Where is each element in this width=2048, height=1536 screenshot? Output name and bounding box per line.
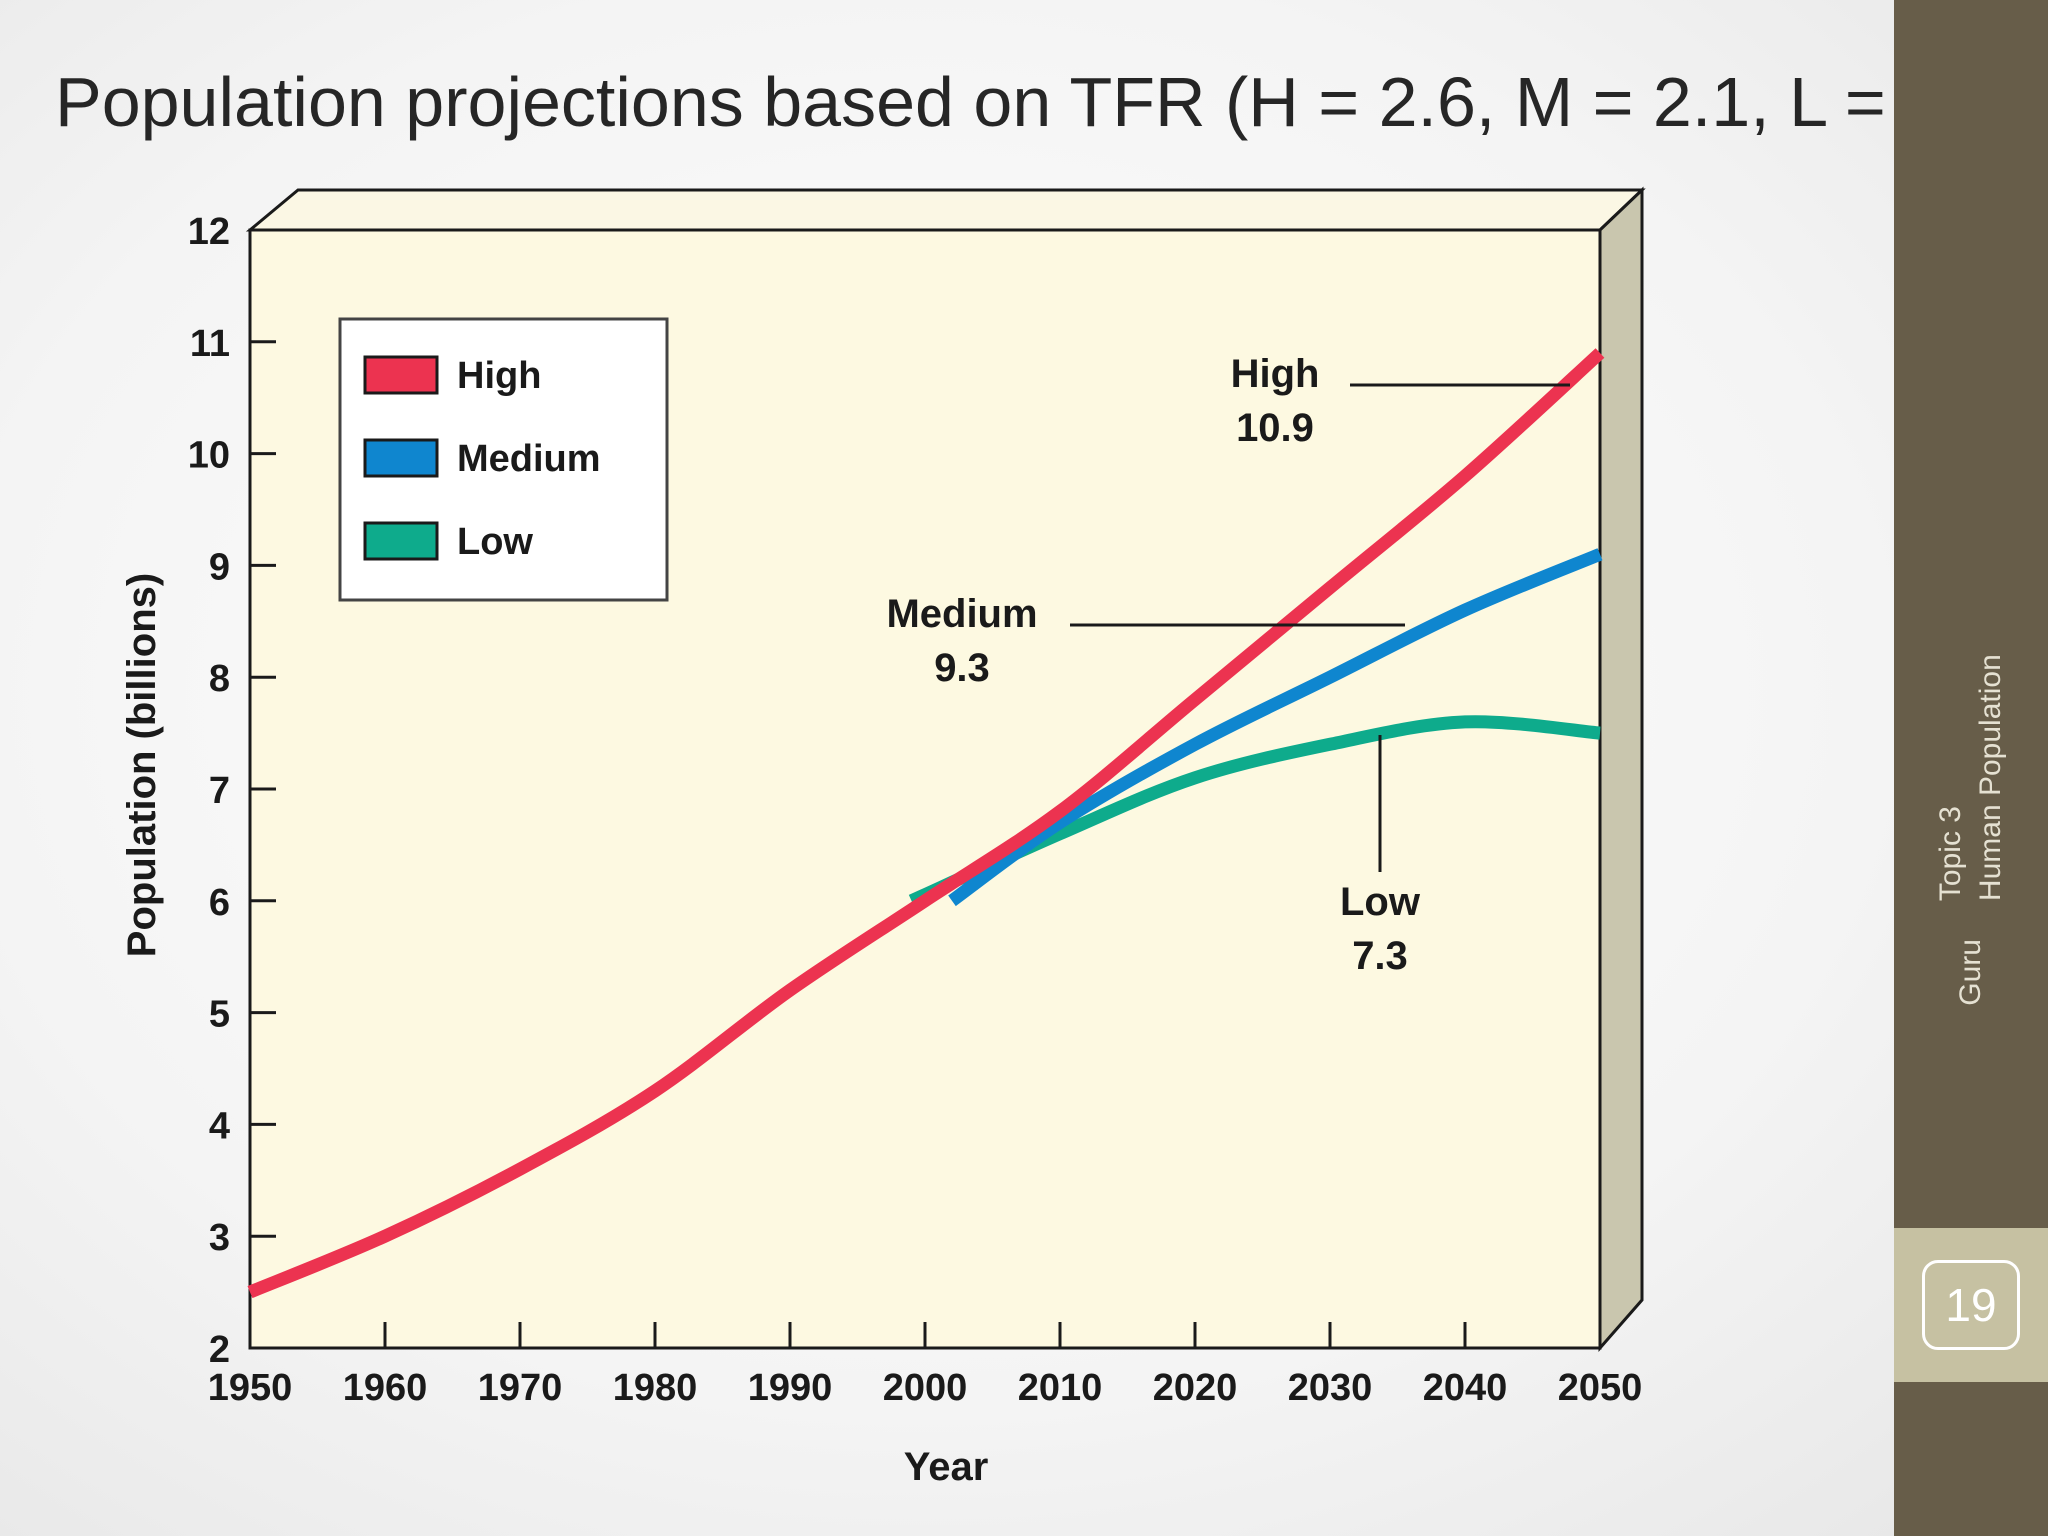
legend: High Medium Low <box>338 317 669 602</box>
chart-frame-right-face <box>1598 186 1644 1352</box>
footer-author: Guru <box>1954 939 1987 1006</box>
footer-topic: Topic 3 Human Population <box>1931 654 2011 901</box>
y-tick-label: 2 <box>209 1329 230 1371</box>
legend-swatch-medium <box>363 438 439 478</box>
x-tick-label: 2000 <box>883 1367 968 1409</box>
axes: 2 3 4 5 6 7 8 9 10 11 12 1950 1960 1970 1980 1990 2000 20… <box>188 211 1643 1409</box>
y-tick-label: 11 <box>190 323 230 365</box>
legend-swatch-high <box>363 355 439 395</box>
y-tick-label: 5 <box>209 994 230 1036</box>
x-tick-label: 1980 <box>613 1367 698 1409</box>
chart-frame-top-face <box>245 188 1646 232</box>
series-line-high <box>247 348 1605 1299</box>
y-tick-label: 7 <box>209 770 230 812</box>
annotation-value-low: 7.3 <box>1352 934 1408 978</box>
y-tick-label: 12 <box>188 211 230 253</box>
x-tick-label: 2020 <box>1153 1367 1238 1409</box>
legend-swatch-low <box>363 521 439 561</box>
y-tick-label: 3 <box>209 1217 230 1259</box>
x-tick-label: 2030 <box>1288 1367 1373 1409</box>
legend-label-high: High <box>457 355 541 397</box>
x-axis-label: Year <box>904 1445 989 1489</box>
series-lines <box>247 348 1605 1299</box>
annotation-label-high: High <box>1231 352 1320 396</box>
y-tick-label: 6 <box>209 882 230 924</box>
x-tick-label: 1990 <box>748 1367 833 1409</box>
x-tick-label: 2040 <box>1423 1367 1508 1409</box>
page-number-block: 19 <box>1894 1228 2048 1382</box>
y-tick-label: 9 <box>209 546 230 588</box>
legend-label-low: Low <box>457 521 533 563</box>
annotation-value-high: 10.9 <box>1236 406 1314 450</box>
page-number: 19 <box>1922 1260 2020 1350</box>
legend-label-medium: Medium <box>457 438 601 480</box>
annotation-label-low: Low <box>1340 880 1421 924</box>
footer-topic-subject: Human Population <box>1974 654 2007 902</box>
y-axis-label: Population (billions) <box>120 573 164 957</box>
footer-topic-number: Topic 3 <box>1934 806 1967 902</box>
annotation-label-medium: Medium <box>886 592 1037 636</box>
y-tick-label: 4 <box>209 1105 230 1147</box>
slide-title: Population projections based on TFR (H =… <box>55 63 2026 141</box>
y-tick-label: 10 <box>188 435 230 477</box>
side-panel: Guru Topic 3 Human Population 19 <box>1894 0 2048 1536</box>
x-tick-label: 1950 <box>208 1367 293 1409</box>
x-tick-label: 1960 <box>343 1367 428 1409</box>
series-annotations: High 10.9 Medium 9.3 Low 7.3 <box>886 352 1570 978</box>
slide-footer-text: Guru Topic 3 Human Population <box>1931 654 2011 1006</box>
x-tick-label: 2010 <box>1018 1367 1103 1409</box>
population-projection-chart: 2 3 4 5 6 7 8 9 10 11 12 1950 1960 1970 1980 1990 2000 20… <box>120 186 1646 1489</box>
annotation-value-medium: 9.3 <box>934 646 990 690</box>
x-tick-label: 2050 <box>1558 1367 1643 1409</box>
y-tick-label: 8 <box>209 658 230 700</box>
series-line-medium <box>948 548 1603 907</box>
x-tick-label: 1970 <box>478 1367 563 1409</box>
